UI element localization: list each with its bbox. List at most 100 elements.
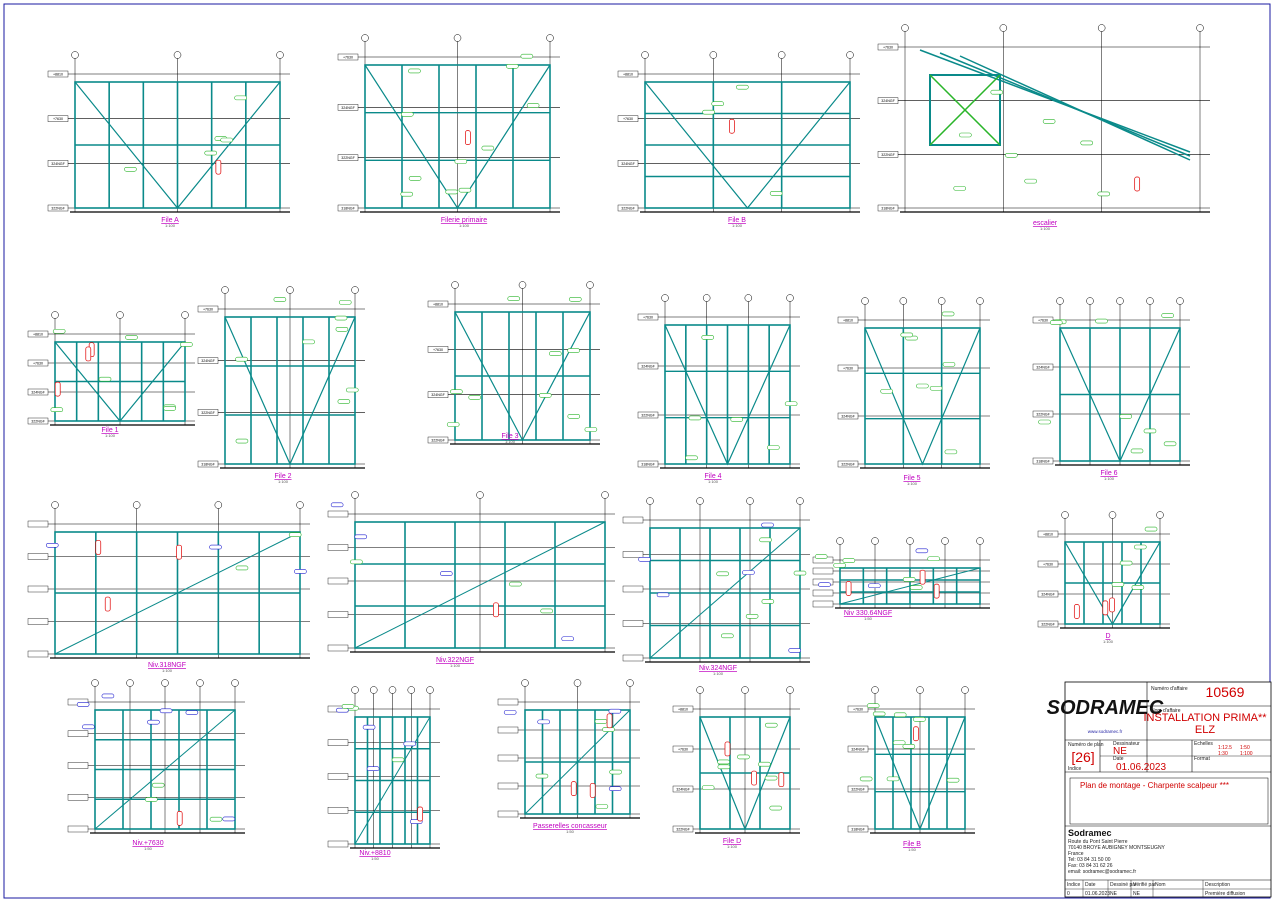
bolt-tag <box>54 381 61 397</box>
part-tag <box>784 401 798 407</box>
axis-bubble <box>777 51 786 59</box>
part-tag <box>711 101 724 107</box>
axis-bubble <box>161 679 169 687</box>
part-tag <box>338 300 352 305</box>
level-label: +7630 <box>53 117 63 121</box>
brace <box>839 567 981 605</box>
level-tag <box>27 650 49 658</box>
level-tag <box>327 510 349 518</box>
axis-bubble <box>1108 511 1117 519</box>
part-tag <box>872 711 886 717</box>
level-tag <box>197 460 219 468</box>
part-tag <box>450 389 463 394</box>
level-label: 322NGF <box>621 207 635 211</box>
axis-bubble <box>521 679 529 687</box>
part-tag <box>909 585 923 590</box>
level-label: 324NGF <box>31 391 45 395</box>
view-label: Niv.318NGF <box>148 662 186 669</box>
revision-header: Vérifié par <box>1133 882 1156 888</box>
level-tag <box>847 745 869 753</box>
axis-bubble <box>361 34 369 42</box>
axis-bubble <box>296 501 304 509</box>
website: www.sodramec.fr <box>1088 729 1123 734</box>
view: +8810 +7630 324NGF 322NGF D1:100 <box>1037 511 1170 644</box>
company: Sodramec <box>1068 828 1112 838</box>
part-tag <box>953 186 967 191</box>
axis-bubble <box>871 537 879 545</box>
plan-number: [26] <box>1071 749 1094 765</box>
part-tag <box>567 414 581 419</box>
brace <box>664 324 791 466</box>
level-label: 322NGF <box>641 414 655 418</box>
part-tag <box>147 719 160 725</box>
stair <box>939 52 1191 157</box>
label: Echelles <box>1194 741 1213 747</box>
view-scale: 1:100 <box>105 433 116 438</box>
part-tag <box>716 571 729 577</box>
level-tag <box>637 460 659 468</box>
part-tag <box>159 708 173 714</box>
axis-bubble <box>746 497 754 505</box>
part-tag <box>1111 582 1125 587</box>
view-label: File 5 <box>903 475 920 482</box>
level-tag <box>27 553 49 560</box>
part-tag <box>1038 419 1051 425</box>
level-label: +8810 <box>33 333 43 337</box>
part-tag <box>220 137 233 143</box>
part-tag <box>549 351 562 356</box>
scale: 1:12.5 <box>1218 745 1232 751</box>
part-tag <box>45 542 59 548</box>
level-label: +7630 <box>203 308 213 312</box>
level-tag <box>1032 316 1054 324</box>
view: +8810 +7630 324NGF 322NGF File 31:100 <box>427 281 600 445</box>
title-block-frame <box>1064 681 1272 898</box>
label: Numéro d'affaire <box>1151 686 1188 692</box>
part-tag <box>350 559 363 565</box>
level-label: +7630 <box>623 117 633 121</box>
bolt-tag <box>845 581 852 596</box>
bolt-tag <box>104 596 111 612</box>
axis-bubble <box>476 491 484 499</box>
bolt-tag <box>589 783 596 798</box>
axis-bubble <box>976 297 984 305</box>
level-tag <box>497 754 519 762</box>
level-tag <box>637 411 659 419</box>
part-tag <box>946 777 960 783</box>
axis-bubble <box>518 281 527 289</box>
axis-bubble <box>661 294 669 302</box>
view-scale: 1:50 <box>908 847 917 852</box>
view-scale: 1:100 <box>713 671 724 676</box>
part-tag <box>366 766 380 772</box>
part-tag <box>454 159 468 164</box>
part-tag <box>125 335 138 340</box>
axis-bubble <box>696 686 704 694</box>
level-label: +7630 <box>678 748 688 752</box>
axis-bubble <box>786 294 794 302</box>
level-tag <box>327 807 349 814</box>
view: +8810 +7630 324NGF 322NGF File D1:100 <box>672 686 800 849</box>
axis-bubble <box>351 686 359 694</box>
level-label: 322NGF <box>1036 413 1050 417</box>
level-label: 322NGF <box>431 439 445 443</box>
part-tag <box>929 385 943 391</box>
level-tag <box>617 70 639 78</box>
level-label: 322NGF <box>1041 623 1055 627</box>
part-tag <box>439 571 453 576</box>
label: Nom d'affaire <box>1151 708 1181 714</box>
axis-bubble <box>370 686 378 694</box>
axis-bubble <box>91 679 99 687</box>
part-tag <box>814 554 828 559</box>
part-tag <box>1161 313 1174 318</box>
level-label: 322NGF <box>851 788 865 792</box>
level-tag <box>67 825 89 833</box>
view: +7630 324NGF 322NGF 318NGF File B1:50 <box>847 686 975 852</box>
level-tag <box>427 346 449 353</box>
level-label: +7630 <box>883 46 893 50</box>
part-tag <box>942 362 956 367</box>
part-tag <box>767 445 780 450</box>
address-line: Fax: 03 84 31 62 26 <box>1068 863 1113 869</box>
level-label: 324NGF <box>431 393 445 397</box>
level-tag <box>427 300 449 308</box>
